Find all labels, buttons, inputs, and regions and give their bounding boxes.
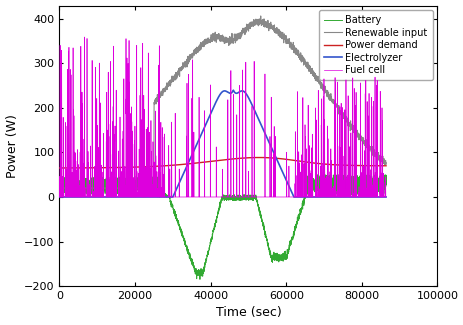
Power demand <box>56 166 62 170</box>
Fuel cell <box>382 195 388 199</box>
Renewable input <box>94 186 99 190</box>
Power demand <box>181 162 187 166</box>
Fuel cell <box>181 195 187 199</box>
Battery <box>382 184 388 188</box>
Line: Fuel cell: Fuel cell <box>59 37 385 197</box>
Renewable input <box>376 153 382 157</box>
Renewable input <box>181 62 187 66</box>
Renewable input <box>113 186 119 190</box>
Battery <box>181 243 187 247</box>
Battery <box>197 278 202 281</box>
Battery <box>376 190 382 194</box>
Power demand <box>113 166 119 170</box>
Power demand <box>256 156 262 160</box>
Fuel cell <box>341 181 347 185</box>
Renewable input <box>382 161 388 165</box>
Fuel cell <box>376 195 382 199</box>
Renewable input <box>56 186 62 190</box>
Legend: Battery, Renewable input, Power demand, Electrolyzer, Fuel cell: Battery, Renewable input, Power demand, … <box>319 10 432 80</box>
Electrolyzer <box>181 169 187 173</box>
Battery <box>196 271 201 275</box>
Battery <box>56 182 62 186</box>
Line: Power demand: Power demand <box>59 158 385 168</box>
Battery <box>94 181 99 185</box>
Electrolyzer <box>341 195 347 199</box>
Electrolyzer <box>382 195 388 199</box>
Electrolyzer <box>230 88 236 92</box>
Battery <box>341 190 347 194</box>
Line: Electrolyzer: Electrolyzer <box>59 90 385 197</box>
Fuel cell <box>81 35 87 39</box>
Fuel cell <box>196 195 201 199</box>
Line: Battery: Battery <box>59 175 385 280</box>
Renewable input <box>196 44 201 48</box>
Fuel cell <box>94 195 100 199</box>
Electrolyzer <box>56 195 62 199</box>
Electrolyzer <box>376 195 382 199</box>
Power demand <box>196 161 201 165</box>
Electrolyzer <box>113 195 119 199</box>
Renewable input <box>257 14 263 18</box>
Fuel cell <box>56 195 62 199</box>
Fuel cell <box>113 88 119 92</box>
Battery <box>335 173 340 177</box>
Power demand <box>376 164 382 168</box>
Line: Renewable input: Renewable input <box>59 16 385 188</box>
Power demand <box>341 163 347 167</box>
Y-axis label: Power (W): Power (W) <box>6 114 19 178</box>
Electrolyzer <box>94 195 99 199</box>
X-axis label: Time (sec): Time (sec) <box>215 306 281 319</box>
Power demand <box>382 164 388 168</box>
Renewable input <box>341 114 347 118</box>
Power demand <box>94 166 99 170</box>
Battery <box>113 177 119 181</box>
Electrolyzer <box>196 138 201 142</box>
